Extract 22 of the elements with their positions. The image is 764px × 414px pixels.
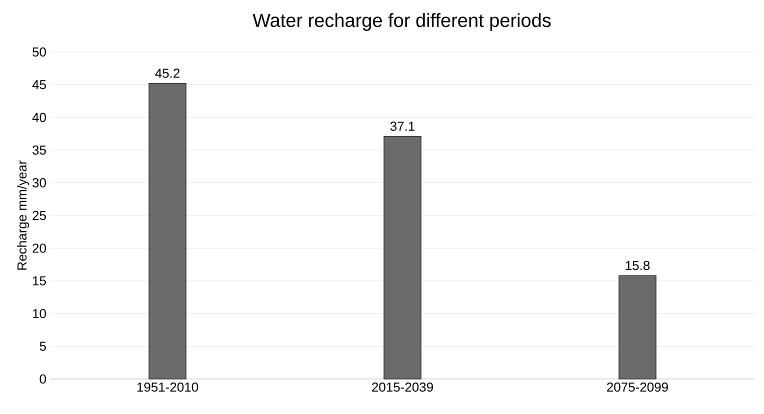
- bar: [618, 275, 656, 380]
- y-tick-label: 50: [32, 47, 46, 57]
- y-tick-label: 25: [32, 210, 46, 220]
- data-label: 37.1: [390, 122, 415, 131]
- y-tick-label: 10: [33, 308, 46, 318]
- x-tick-label: 1951-2010: [137, 382, 198, 392]
- y-tick-label: 40: [32, 112, 46, 122]
- data-label: 45.2: [155, 68, 180, 78]
- data-label: 15.8: [626, 260, 650, 270]
- y-tick-label: 20: [32, 244, 46, 253]
- y-tick-label: 35: [32, 145, 46, 155]
- y-tick-label: 5: [40, 342, 46, 351]
- x-tick-label: 2015-2039: [372, 382, 433, 392]
- y-tick-label: 0: [40, 374, 46, 384]
- y-tick-label: 45: [32, 80, 46, 90]
- y-tick-label: 30: [32, 178, 46, 188]
- x-tick-label: 2075-2099: [607, 382, 668, 392]
- bar: [384, 136, 422, 380]
- bar: [148, 82, 186, 380]
- y-tick-label: 15: [33, 276, 46, 286]
- y-axis-title: Recharge mm/year: [17, 160, 30, 270]
- chart-title: Water recharge for different periods: [252, 13, 551, 31]
